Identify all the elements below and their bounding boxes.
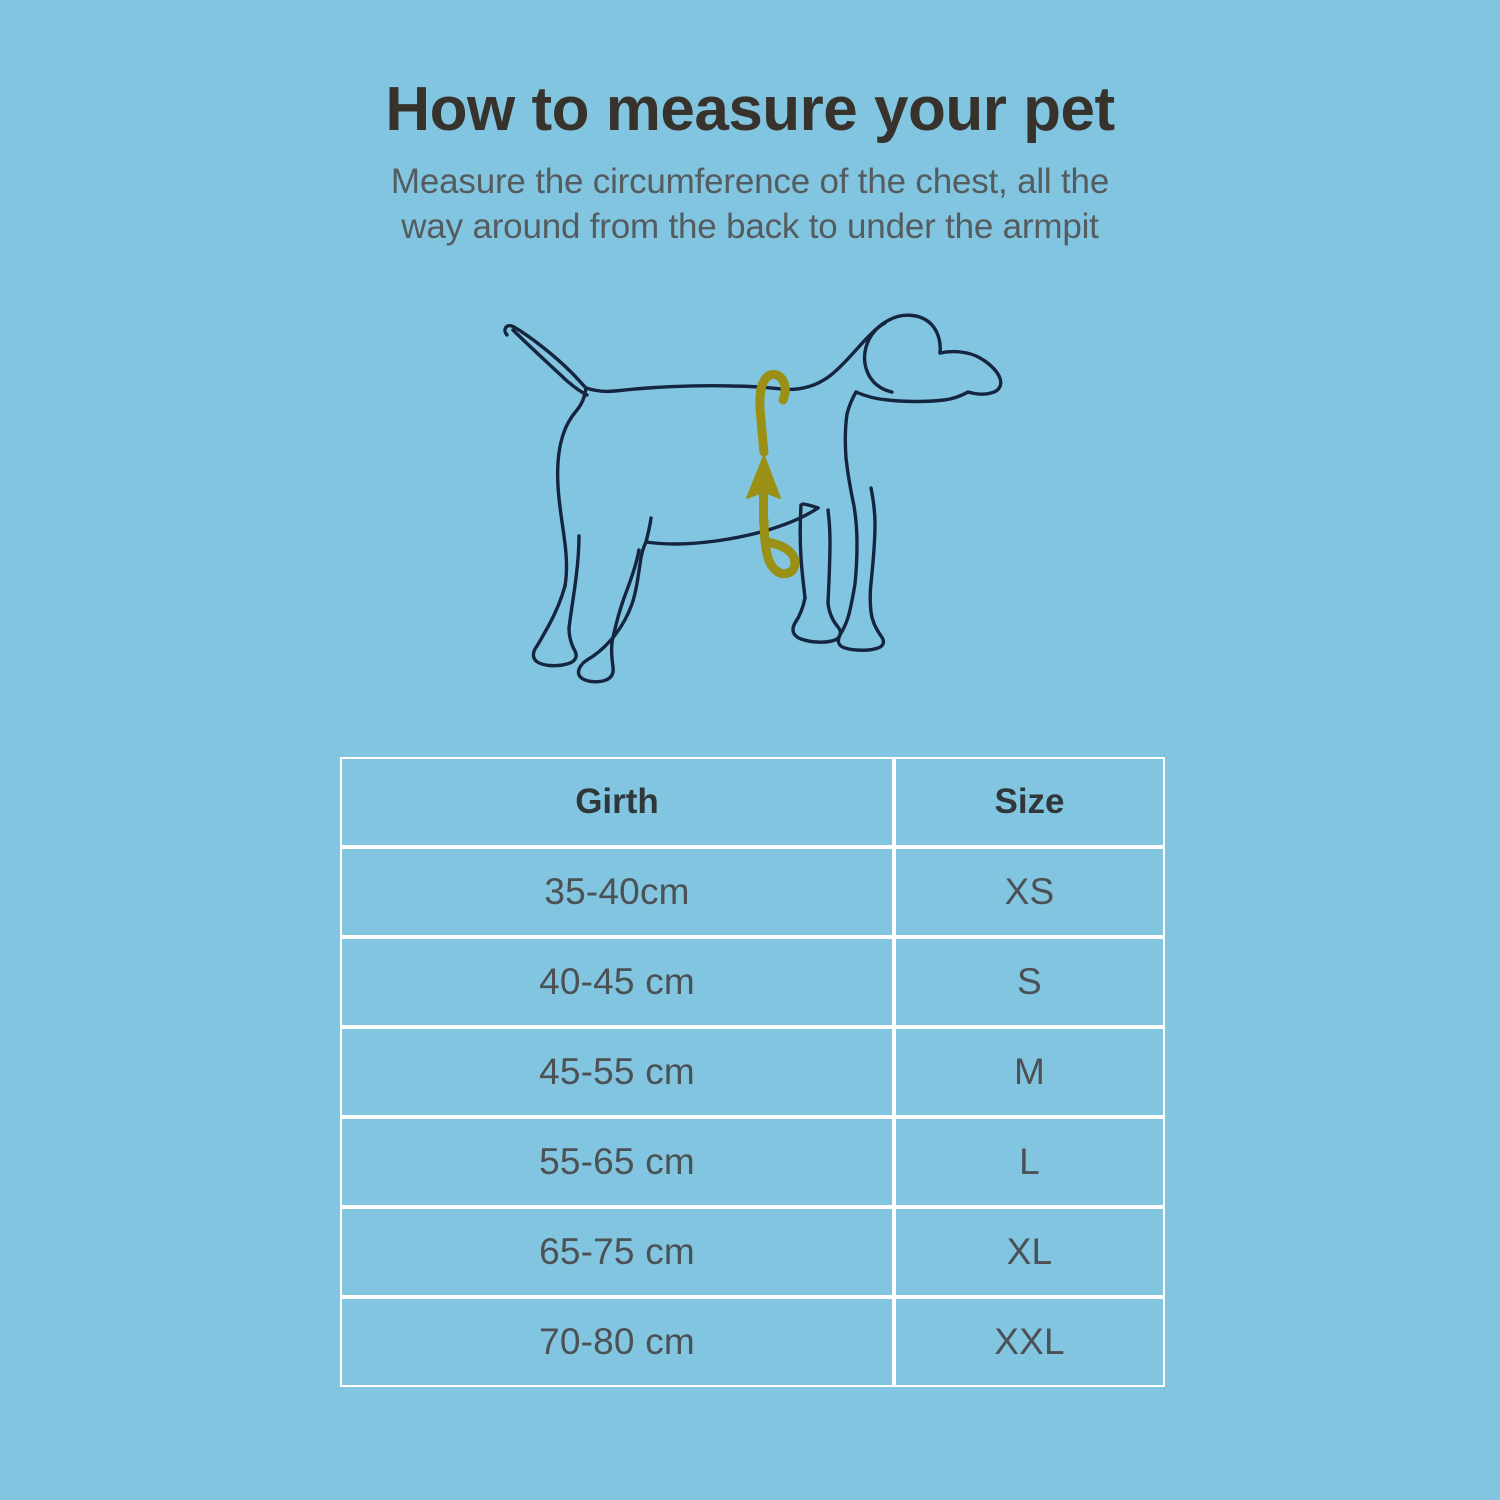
table-body: 35-40cm XS 40-45 cm S 45-55 cm M 55-65 c… — [340, 847, 1165, 1387]
page-subtitle-line-1: Measure the circumference of the chest, … — [390, 162, 1110, 202]
size-table: Girth Size 35-40cm XS 40-45 cm S 45-55 c… — [340, 757, 1165, 1387]
dog-outline-icon — [503, 313, 1003, 684]
table-header-row: Girth Size — [340, 757, 1165, 847]
cell-girth: 55-65 cm — [340, 1117, 894, 1207]
cell-girth: 65-75 cm — [340, 1207, 894, 1297]
cell-girth: 35-40cm — [340, 847, 894, 937]
cell-girth: 70-80 cm — [340, 1297, 894, 1387]
cell-size: XL — [894, 1207, 1165, 1297]
upward-direction-arrow-icon — [746, 455, 781, 525]
cell-girth: 45-55 cm — [340, 1027, 894, 1117]
cell-girth: 40-45 cm — [340, 937, 894, 1027]
table-header: Girth Size — [340, 757, 1165, 847]
column-header-girth: Girth — [340, 757, 894, 847]
page-subtitle: Measure the circumference of the chest, … — [270, 160, 1230, 249]
table-row: 45-55 cm M — [340, 1027, 1165, 1117]
cell-size: XS — [894, 847, 1165, 937]
page-title: How to measure your pet — [385, 75, 1115, 144]
size-chart: Girth Size 35-40cm XS 40-45 cm S 45-55 c… — [340, 757, 1165, 1387]
table-row: 35-40cm XS — [340, 847, 1165, 937]
cell-size: XXL — [894, 1297, 1165, 1387]
column-header-size: Size — [894, 757, 1165, 847]
cell-size: M — [894, 1027, 1165, 1117]
table-row: 55-65 cm L — [340, 1117, 1165, 1207]
cell-size: S — [894, 937, 1165, 1027]
cell-size: L — [894, 1117, 1165, 1207]
dog-illustration — [483, 292, 1023, 692]
table-row: 65-75 cm XL — [340, 1207, 1165, 1297]
chest-girth-loop-icon — [755, 370, 800, 579]
header: How to measure your pet Measure the circ… — [0, 75, 1500, 249]
page-subtitle-line-2: way around from the back to under the ar… — [401, 206, 1099, 246]
table-row: 40-45 cm S — [340, 937, 1165, 1027]
table-row: 70-80 cm XXL — [340, 1297, 1165, 1387]
